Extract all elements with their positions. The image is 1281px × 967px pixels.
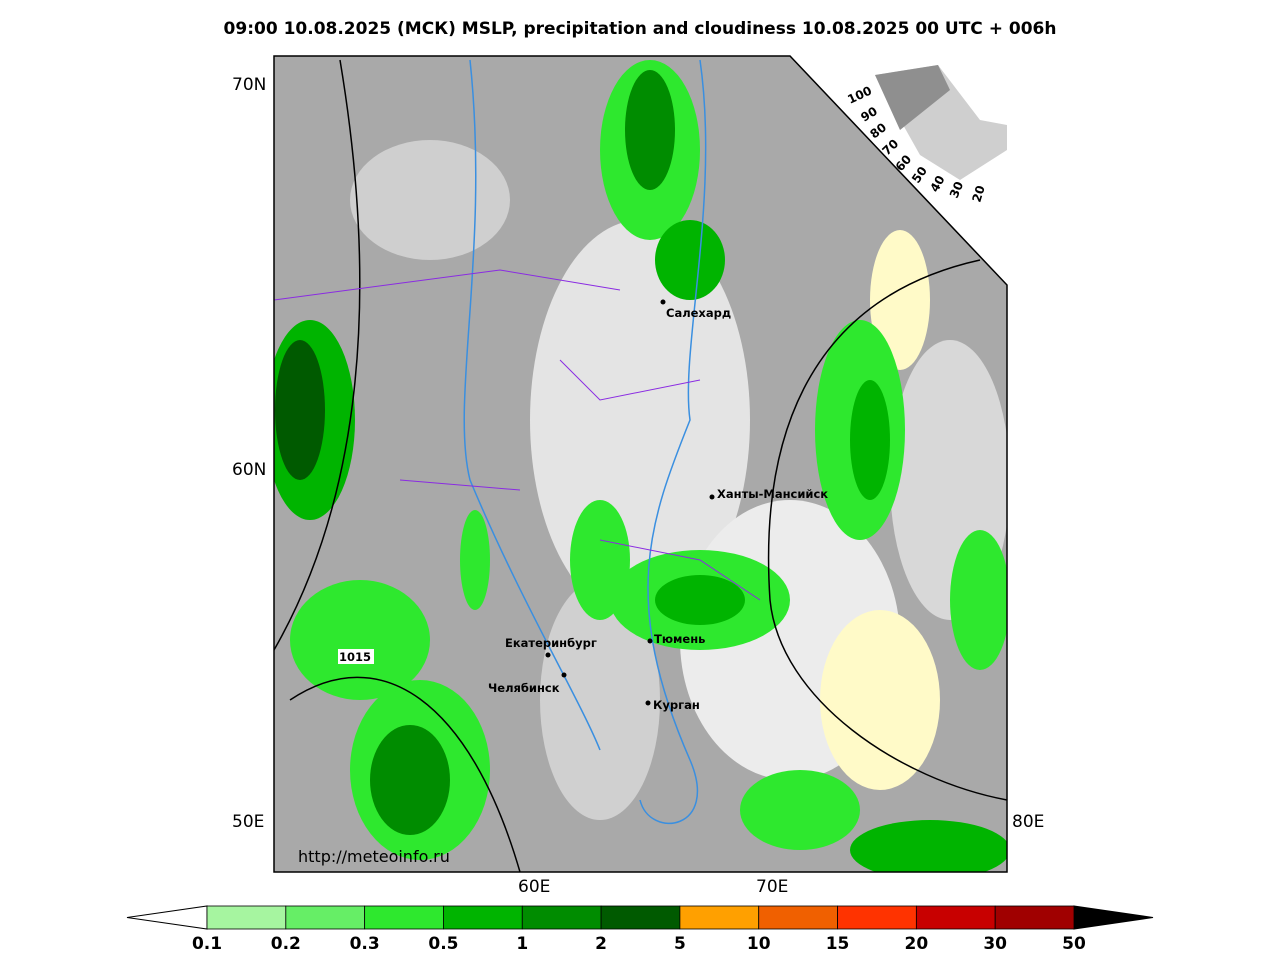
cloud-scale-label: 90 [858, 104, 880, 125]
colorbar-bin [443, 905, 523, 930]
colorbar-label: 5 [674, 934, 686, 954]
city-label: Екатеринбург [505, 636, 597, 650]
colorbar-label: 15 [826, 934, 850, 954]
colorbar-bin [206, 905, 287, 930]
city-dot [561, 672, 567, 678]
cloud-scale-label: 100 [845, 83, 874, 106]
colorbar-bin [600, 905, 681, 930]
colorbar-low-arrow [126, 905, 208, 930]
colorbar-label: 30 [983, 934, 1007, 954]
lon-label: 50E [232, 812, 264, 832]
isobar-label-bg [338, 649, 374, 664]
colorbar-label: 0.1 [192, 934, 222, 954]
colorbar-bin [837, 905, 917, 930]
colorbar-label: 50 [1062, 934, 1086, 954]
colorbar-bin [679, 905, 760, 930]
city-label: Челябинск [488, 681, 560, 695]
colorbar-label: 0.3 [350, 934, 380, 954]
credit: http://meteoinfo.ru [298, 847, 450, 866]
city-label: Салехард [666, 306, 731, 320]
colorbar-label: 10 [747, 934, 771, 954]
city-label: Ханты-Мансийск [717, 487, 828, 501]
colorbar-label: 0.5 [428, 934, 458, 954]
colorbar-label: 20 [905, 934, 929, 954]
cloud-scale-label: 80 [867, 120, 889, 141]
lon-label: 60E [518, 877, 550, 897]
colorbar-bin [364, 905, 444, 930]
city-label: Курган [653, 698, 700, 712]
city-dot [660, 299, 666, 305]
isobar-label: 1015 [339, 650, 371, 664]
city-dot [545, 652, 551, 658]
cloud-scale-label: 30 [947, 179, 966, 200]
colorbar-bin [994, 905, 1075, 930]
lon-label: 70E [756, 877, 788, 897]
colorbar-bin [521, 905, 602, 930]
city-dot [647, 638, 653, 644]
colorbar-label: 1 [516, 934, 528, 954]
colorbar-bin [915, 905, 996, 930]
city-dot [709, 494, 715, 500]
cloud-scale-wedges [875, 65, 1007, 180]
cloud-scale-label: 50 [909, 164, 930, 186]
colorbar-bin [758, 905, 838, 930]
lat-label: 60N [232, 460, 266, 480]
map [274, 56, 1007, 872]
colorbar-bin [285, 905, 366, 930]
lat-label: 70N [232, 75, 266, 95]
lon-label: 80E [1012, 812, 1044, 832]
colorbar-label: 2 [595, 934, 607, 954]
city-dot [645, 700, 651, 706]
colorbar-high-arrow [1073, 905, 1154, 930]
cloud-scale-label: 40 [927, 173, 947, 194]
city-label: Тюмень [654, 632, 705, 646]
colorbar-label: 0.2 [271, 934, 301, 954]
title: 09:00 10.08.2025 (МСК) MSLP, precipitati… [224, 19, 1057, 39]
cloud-scale-label: 20 [969, 184, 987, 204]
